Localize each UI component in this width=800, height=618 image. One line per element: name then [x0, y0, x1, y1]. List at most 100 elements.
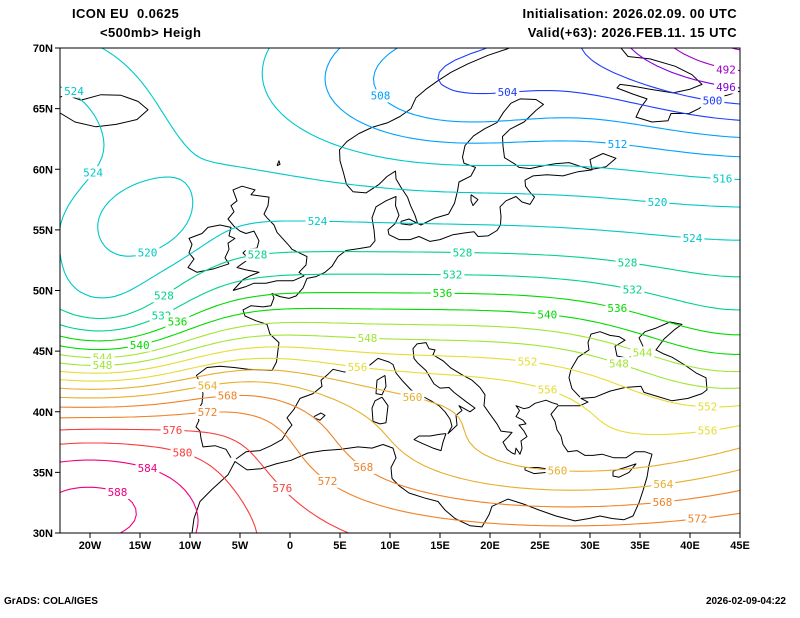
contour-label-556: 556 [345, 360, 370, 374]
contour-label-text: 564 [198, 379, 218, 392]
contour-label-mask [645, 195, 670, 209]
contour-label-mask [535, 308, 560, 321]
contour-label-512: 512 [605, 137, 630, 151]
contour-label-mask [81, 166, 105, 180]
contour-label-524: 524 [62, 84, 86, 98]
contour-label-text: 536 [433, 287, 453, 300]
contour-label-528: 528 [615, 256, 640, 269]
coastline-segment [612, 463, 637, 478]
contour-label-mask [650, 495, 675, 509]
lat-tick-label: 40N [33, 407, 53, 419]
lat-tick-label: 60N [33, 164, 53, 176]
contour-label-588: 588 [105, 485, 130, 499]
contour-label-text: 576 [163, 424, 183, 437]
coastline-segment [195, 48, 593, 459]
contour-label-520: 520 [135, 246, 160, 260]
contour-label-540: 540 [535, 308, 560, 321]
contour-540 [60, 307, 740, 355]
lon-tick-label: 5E [333, 540, 346, 552]
coastline-segment [235, 342, 559, 460]
contour-label-text: 528 [248, 249, 268, 262]
contour-label-mask [351, 460, 376, 474]
contour-label-572: 572 [685, 512, 710, 526]
contour-label-text: 512 [608, 138, 628, 151]
contour-516 [261, 48, 740, 181]
contour-label-text: 556 [348, 361, 368, 374]
contour-label-text: 588 [108, 486, 128, 499]
coastline-segment [589, 153, 617, 170]
contour-label-mask [714, 63, 738, 77]
contour-532 [60, 273, 740, 332]
contour-label-556: 556 [535, 383, 560, 397]
lat-tick-label: 70N [33, 43, 53, 55]
contour-label-496: 496 [714, 80, 738, 94]
contour-label-mask [685, 512, 710, 526]
contour-label-text: 548 [358, 332, 378, 345]
contour-label-572: 572 [195, 405, 220, 419]
contour-label-mask [62, 84, 86, 98]
lat-tick-label: 50N [33, 286, 53, 298]
contour-520 [97, 48, 740, 257]
lon-ticks [89, 533, 741, 538]
contour-label-text: 580 [173, 447, 193, 460]
coastline-segment [616, 48, 740, 123]
contour-label-568: 568 [351, 460, 376, 474]
contour-label-text: 552 [518, 355, 538, 368]
contour-label-mask [90, 358, 115, 372]
contour-label-text: 560 [403, 391, 423, 404]
contour-label-text: 572 [318, 475, 338, 488]
lon-tick-label: 5W [232, 540, 249, 552]
contour-508 [372, 48, 740, 139]
contour-label-text: 560 [548, 464, 568, 477]
coastlines-layer [60, 48, 740, 533]
contour-label-548: 548 [90, 358, 115, 372]
contour-label-560: 560 [545, 464, 570, 477]
contour-label-text: 584 [138, 462, 158, 475]
lon-tick-label: 20W [79, 540, 102, 552]
contour-label-text: 532 [623, 283, 643, 296]
contour-label-524: 524 [81, 166, 105, 180]
contour-label-text: 504 [498, 86, 518, 99]
contour-label-536: 536 [165, 315, 190, 329]
lat-tick-label: 65N [33, 104, 53, 116]
lon-tick-label: 0 [287, 540, 293, 552]
contour-label-mask [127, 338, 152, 352]
lat-ticks [55, 47, 60, 534]
contour-label-text: 544 [633, 347, 653, 360]
contour-label-540: 540 [127, 338, 152, 352]
lon-tick-label: 40E [680, 540, 700, 552]
lon-tick-label: 30E [580, 540, 600, 552]
contour-label-mask [105, 485, 130, 499]
contour-label-584: 584 [135, 461, 160, 475]
contour-label-text: 552 [698, 401, 718, 414]
contour-label-text: 564 [653, 478, 673, 491]
contour-568 [60, 394, 740, 508]
contour-label-mask [695, 400, 720, 414]
timestamp: 2026-02-09-04:22 [705, 596, 786, 607]
contour-label-576: 576 [270, 481, 295, 495]
contour-label-536: 536 [605, 301, 630, 315]
contour-label-564: 564 [651, 477, 676, 491]
contour-label-mask [400, 390, 425, 404]
contour-label-mask [651, 477, 676, 491]
contour-label-text: 556 [698, 425, 718, 438]
contour-label-mask [355, 331, 380, 345]
contour-label-text: 572 [198, 406, 218, 419]
axes-layer: 20W 15W 10W 5W 0 5E 10E 15E 20E 25E 30E 35E 40E 45E 70… [33, 43, 750, 552]
contour-label-mask [607, 357, 631, 371]
contour-label-text: 524 [308, 215, 328, 228]
contour-label-576: 576 [160, 423, 185, 437]
contour-576 [60, 428, 350, 533]
lon-tick-label: 10W [179, 540, 202, 552]
contour-label-556: 556 [695, 424, 720, 438]
contour-label-text: 576 [272, 482, 292, 495]
valid-time: Valid(+63): 2026.FEB.11. 15 UTC [527, 25, 737, 40]
contour-label-516: 516 [710, 172, 735, 186]
coastline-segment [60, 94, 149, 128]
contour-label-mask [152, 289, 176, 303]
contour-label-568: 568 [215, 389, 240, 403]
contour-label-text: 568 [353, 461, 373, 474]
lat-tick-label: 45N [33, 346, 53, 358]
